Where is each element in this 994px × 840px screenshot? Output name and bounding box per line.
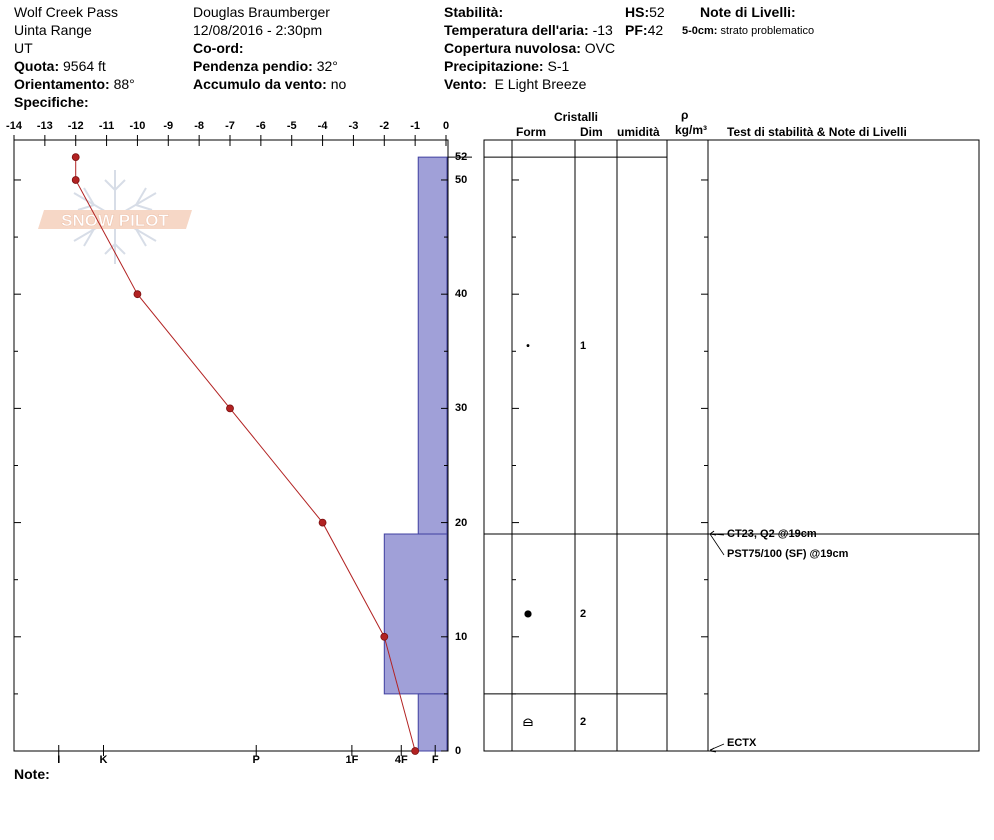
temp-tick-label: -2 bbox=[379, 120, 390, 132]
rho-header: ρ bbox=[681, 108, 689, 122]
test-pointer bbox=[709, 533, 725, 556]
logo-text: SNOW PILOT bbox=[61, 211, 169, 230]
depth-tick-label: 0 bbox=[455, 745, 462, 757]
hardness-bar-2 bbox=[417, 693, 448, 752]
moisture-header: umidità bbox=[617, 125, 660, 139]
hardness-tick-label: K bbox=[99, 754, 108, 766]
stability-test-label: CT23, Q2 @19cm bbox=[727, 528, 817, 540]
notes-label: Note: bbox=[14, 766, 50, 782]
aspect: Orientamento: 88° bbox=[14, 76, 135, 92]
datetime: 12/08/2016 - 2:30pm bbox=[193, 22, 323, 38]
depth-hoar-icon bbox=[523, 718, 533, 726]
density-header: kg/m³ bbox=[675, 123, 708, 137]
temp-plot-frame bbox=[13, 139, 449, 752]
hardness-tick-label: I bbox=[57, 754, 61, 766]
depth-tick-label: 50 bbox=[455, 173, 468, 186]
state: UT bbox=[14, 40, 33, 56]
coords-label: Co-ord: bbox=[193, 40, 244, 56]
crystal-size-label: 1 bbox=[580, 339, 587, 352]
layer-notes-title: Note di Livelli: bbox=[700, 4, 796, 20]
temp-tick-label: -5 bbox=[286, 120, 297, 132]
temp-tick-label: -10 bbox=[129, 120, 146, 132]
temp-tick-label: -13 bbox=[36, 120, 53, 132]
temp-tick-label: -1 bbox=[410, 120, 421, 132]
precip-particle-icon bbox=[526, 344, 530, 347]
temp-tick-label: -3 bbox=[348, 120, 359, 132]
temp-tick-label: -6 bbox=[255, 120, 266, 132]
layer-note: 5-0cm: strato problematico bbox=[682, 25, 815, 37]
temp-tick-label: 0 bbox=[442, 120, 450, 132]
arrow-icon bbox=[709, 747, 717, 753]
sky-cover: Copertura nuvolosa: OVC bbox=[444, 40, 616, 56]
hs: HS:52 bbox=[625, 4, 665, 20]
rounded-grain-icon bbox=[524, 610, 532, 618]
temperature-point bbox=[71, 153, 80, 162]
temperature-point bbox=[71, 176, 80, 184]
range: Uinta Range bbox=[14, 22, 92, 38]
pf: PF:42 bbox=[625, 22, 664, 38]
temp-tick-label: -12 bbox=[67, 120, 84, 132]
arrow-icon bbox=[709, 530, 717, 536]
temperature-point bbox=[318, 518, 327, 527]
temp-tick-label: -7 bbox=[225, 120, 235, 132]
depth-tick-label: 20 bbox=[455, 516, 468, 529]
wind-loading: Accumulo da vento: no bbox=[193, 76, 347, 92]
crystal-size-label: 2 bbox=[580, 607, 587, 620]
tests-header: Test di stabilità & Note di Livelli bbox=[727, 125, 907, 139]
hardness-tick-label: P bbox=[252, 754, 260, 766]
temperature-point bbox=[133, 290, 142, 299]
crystal-size-label: 2 bbox=[580, 716, 587, 729]
temperature-line bbox=[75, 157, 416, 752]
location: Wolf Creek Pass bbox=[14, 4, 118, 20]
temp-tick-label: -4 bbox=[317, 120, 328, 132]
hardness-bar-1 bbox=[383, 533, 448, 695]
hardness-bar-0 bbox=[417, 156, 448, 535]
depth-tick-label: 30 bbox=[455, 402, 468, 415]
temp-tick-label: -8 bbox=[194, 120, 205, 132]
stability-label: Stabilità: bbox=[444, 4, 504, 20]
wind: Vento: E Light Breeze bbox=[444, 76, 587, 92]
stability-test-label: ECTX bbox=[727, 737, 757, 749]
precipitation: Precipitazione: S-1 bbox=[444, 58, 570, 74]
temperature-point bbox=[411, 747, 420, 755]
depth-tick-label: 10 bbox=[455, 630, 468, 643]
hardness-tick-label: 1F bbox=[345, 754, 359, 766]
logo-banner bbox=[38, 210, 192, 229]
air-temp: Temperatura dell'aria: -13 bbox=[444, 22, 613, 38]
snowpilot-logo: SNOW PILOT bbox=[38, 170, 192, 264]
temp-tick-label: -11 bbox=[98, 120, 115, 132]
elevation: Quota: 9564 ft bbox=[14, 58, 106, 74]
temperature-point bbox=[380, 632, 389, 641]
hardness-tick-label: 4F bbox=[394, 754, 408, 766]
depth-tick-label: 40 bbox=[455, 288, 468, 301]
observer: Douglas Braumberger bbox=[193, 4, 330, 20]
hs-tick-label: 52 bbox=[455, 151, 468, 164]
specifics-label: Specifiche: bbox=[14, 94, 89, 110]
temp-tick-label: -14 bbox=[6, 120, 22, 132]
crystal-panel-frame bbox=[483, 139, 980, 752]
slope: Pendenza pendio: 32° bbox=[193, 58, 338, 74]
stability-test-label: PST75/100 (SF) @19cm bbox=[727, 548, 849, 560]
crystals-header: Cristalli bbox=[554, 110, 599, 124]
hardness-tick-label: F bbox=[431, 754, 439, 766]
temp-tick-label: -9 bbox=[163, 120, 174, 132]
form-header: Form bbox=[516, 125, 546, 139]
size-header: Dim bbox=[580, 125, 603, 139]
temperature-point bbox=[226, 404, 234, 413]
